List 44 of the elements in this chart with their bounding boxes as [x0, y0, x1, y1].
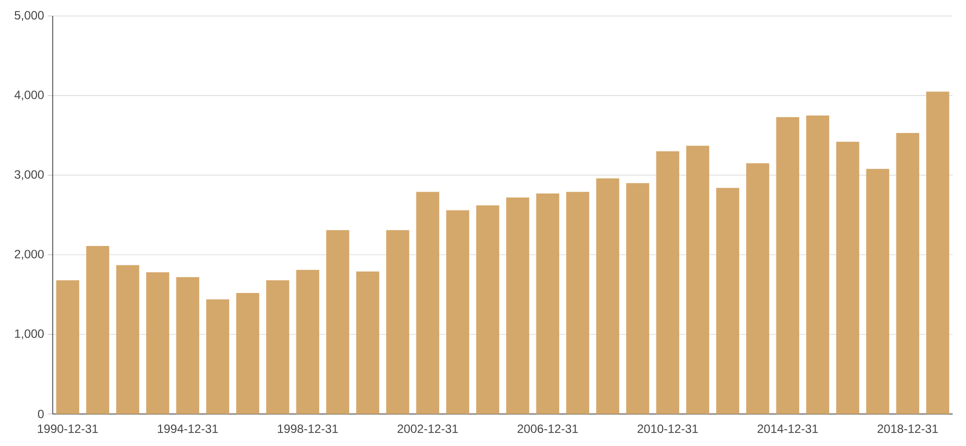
bar: [476, 205, 500, 414]
bar: [926, 92, 950, 414]
x-tick-label: 1998-12-31: [278, 424, 338, 434]
bar: [236, 292, 260, 414]
bar: [566, 192, 590, 414]
x-tick-label: 2010-12-31: [638, 424, 698, 434]
bar: [146, 272, 170, 414]
bar: [866, 168, 890, 414]
y-tick-label: 5,000: [14, 11, 44, 21]
x-tick-label: 2006-12-31: [518, 424, 578, 434]
bar: [386, 230, 410, 414]
x-tick-label: 2018-12-31: [878, 424, 938, 434]
bar: [56, 280, 80, 414]
bar: [626, 183, 650, 414]
bar: [536, 193, 560, 414]
bar: [446, 210, 470, 414]
bar: [176, 277, 200, 414]
bar: [206, 299, 230, 414]
bar: [896, 133, 920, 414]
bar: [776, 117, 800, 414]
y-tick-label: 1,000: [15, 329, 44, 340]
bar: [296, 270, 320, 414]
y-tick-label: 3,000: [14, 170, 44, 180]
bar: [356, 272, 380, 414]
bar: [686, 146, 710, 414]
bar: [596, 178, 620, 414]
bar: [416, 192, 440, 414]
y-tick-label: 4,000: [14, 90, 44, 101]
bar: [266, 280, 290, 414]
bar: [806, 115, 830, 414]
y-tick-label: 0: [38, 410, 44, 418]
bar: [836, 142, 860, 414]
bar: [746, 163, 770, 414]
y-tick-label: 2,000: [14, 250, 44, 260]
bar: [656, 151, 680, 414]
x-tick-label: 2002-12-31: [398, 424, 458, 434]
bar: [506, 197, 530, 414]
bar: [86, 246, 110, 414]
x-tick-label: 2014-12-31: [758, 424, 818, 434]
x-tick-label: 1994-12-31: [158, 424, 218, 434]
bar: [326, 230, 350, 414]
x-tick-label: 1990-12-31: [38, 424, 98, 434]
bar: [716, 188, 740, 414]
bar: [116, 265, 140, 414]
